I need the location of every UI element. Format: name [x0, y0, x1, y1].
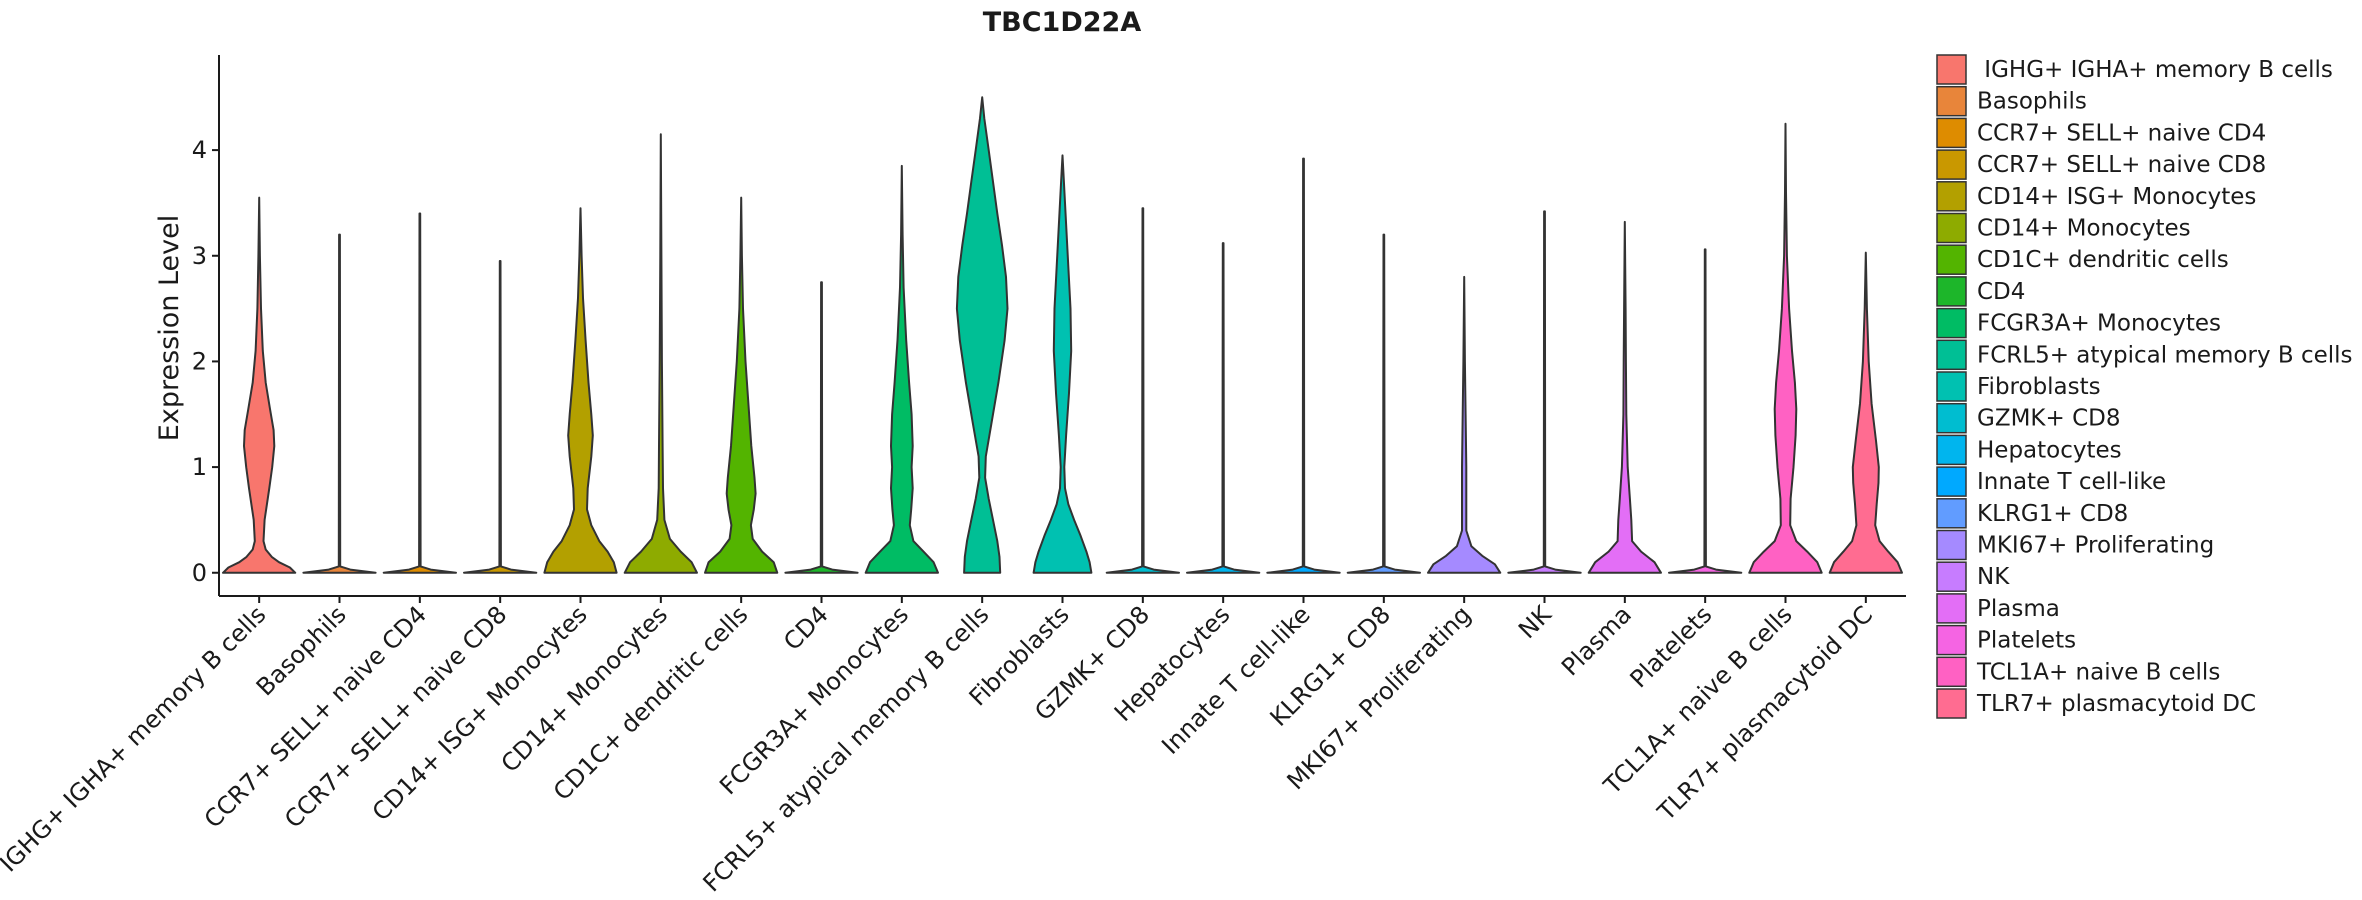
violin-4 [543, 207, 618, 574]
violin-3 [463, 260, 538, 574]
x-tick-label: IGHG+ IGHA+ memory B cells [0, 600, 271, 877]
y-axis-label: Expression Level [154, 215, 185, 441]
legend-swatch [1936, 624, 1967, 656]
legend-label: KLRG1+ CD8 [1977, 501, 2128, 527]
legend-label: TLR7+ plasmacytoid DC [1976, 691, 2256, 717]
legend-swatch [1936, 561, 1967, 592]
legend-swatch [1936, 688, 1967, 719]
legend-swatch [1936, 498, 1967, 529]
violin-0 [222, 196, 297, 574]
y-tick-label: 4 [192, 136, 207, 164]
legend-swatch [1936, 466, 1967, 497]
legend-swatch [1936, 54, 1967, 85]
legend-label: CD4 [1977, 279, 2025, 305]
y-tick-label: 3 [192, 242, 207, 270]
violin-18 [1668, 248, 1743, 574]
legend-swatch [1936, 656, 1967, 688]
legend-swatch [1936, 149, 1967, 180]
x-axis: IGHG+ IGHA+ memory B cellsBasophilsCCR7+… [0, 595, 1906, 897]
violin-8 [864, 164, 939, 574]
violin-5 [623, 133, 698, 574]
violin-16 [1507, 210, 1582, 574]
legend-label: FCGR3A+ Monocytes [1977, 311, 2221, 337]
legend-label: Basophils [1977, 89, 2087, 115]
violin-7 [784, 281, 859, 574]
legend-swatch [1936, 244, 1967, 275]
legend-label: CD14+ Monocytes [1977, 216, 2191, 242]
violin-group [222, 96, 1903, 574]
violin-17 [1587, 220, 1662, 574]
legend-label: Platelets [1977, 628, 2076, 654]
legend-label: CCR7+ SELL+ naive CD4 [1977, 120, 2266, 146]
legend-label: TCL1A+ naive B cells [1976, 659, 2220, 685]
legend-swatch [1936, 434, 1967, 466]
violin-10 [1032, 154, 1093, 574]
x-tick-label: Plasma [1556, 600, 1637, 681]
legend-label: MKI67+ Proliferating [1977, 533, 2214, 559]
violin-1 [302, 233, 377, 574]
violin-15 [1427, 275, 1502, 574]
violin-2 [382, 212, 457, 574]
legend-swatch [1936, 307, 1967, 339]
y-axis: 0 1 2 3 4 [192, 55, 220, 596]
legend-swatch [1936, 339, 1967, 371]
x-tick-label: FCRL5+ atypical memory B cells [698, 600, 995, 897]
legend-swatch [1936, 593, 1967, 624]
legend-label: GZMK+ CD8 [1977, 406, 2121, 432]
legend-label: Hepatocytes [1977, 437, 2122, 463]
violin-11 [1105, 207, 1180, 574]
legend-label: Plasma [1977, 596, 2060, 622]
violin-6 [704, 196, 779, 574]
chart-title: TBC1D22A [983, 7, 1142, 38]
legend-swatch [1936, 212, 1967, 244]
legend-label: NK [1977, 564, 2010, 590]
legend-label: CD14+ ISG+ Monocytes [1977, 184, 2256, 210]
y-tick-label: 2 [192, 347, 207, 375]
legend-label: IGHG+ IGHA+ memory B cells [1977, 57, 2333, 83]
legend-swatch [1936, 117, 1967, 149]
violin-9 [955, 96, 1009, 574]
violin-12 [1186, 242, 1261, 574]
legend-swatch [1936, 276, 1967, 307]
x-tick-label: NK [1513, 600, 1558, 645]
legend-swatch [1936, 85, 1967, 117]
legend-label: Innate T cell-like [1977, 469, 2166, 495]
legend-swatch [1936, 371, 1967, 402]
legend-label: CCR7+ SELL+ naive CD8 [1977, 152, 2266, 178]
violin-19 [1748, 122, 1823, 574]
legend-label: FCRL5+ atypical memory B cells [1977, 342, 2353, 368]
y-tick-label: 1 [192, 453, 207, 481]
x-tick-label: Innate T cell-like [1156, 600, 1315, 759]
y-tick-label: 0 [192, 559, 207, 587]
legend-label: Fibroblasts [1977, 374, 2101, 400]
legend: IGHG+ IGHA+ memory B cells Basophils CCR7+… [1936, 54, 2353, 719]
violin-13 [1266, 157, 1341, 574]
x-tick-label: CD4 [778, 600, 834, 656]
legend-swatch [1936, 529, 1967, 561]
legend-swatch [1936, 402, 1967, 434]
legend-label: CD1C+ dendritic cells [1977, 247, 2229, 273]
violin-14 [1346, 233, 1421, 574]
violin-20 [1828, 251, 1903, 574]
legend-swatch [1936, 181, 1967, 212]
